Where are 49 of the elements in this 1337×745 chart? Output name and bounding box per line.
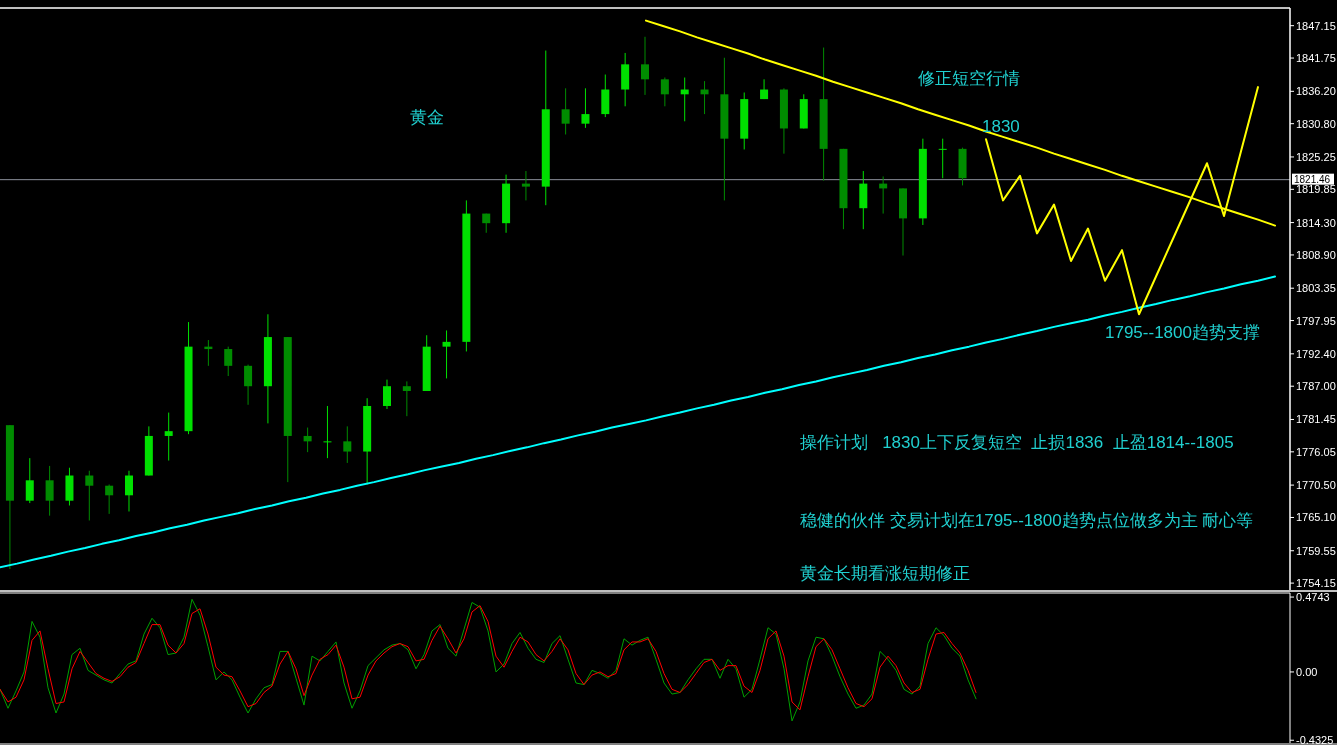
y-tick-label: 1819.85: [1296, 183, 1336, 196]
candlestick: [521, 170, 530, 201]
y-tick-label: -0.4325: [1296, 734, 1334, 745]
annotation: 1795--1800趋势支撑: [1105, 323, 1260, 342]
candlestick: [402, 380, 411, 417]
annotation: 黄金: [410, 108, 444, 127]
y-tick-label: 1754.15: [1296, 577, 1336, 590]
ref-line-label: 1821.46: [1294, 174, 1331, 186]
y-tick-label: 1776.05: [1296, 445, 1336, 458]
candlestick: [323, 405, 332, 459]
annotation: 黄金长期看涨短期修正: [800, 564, 970, 583]
candlestick: [105, 484, 114, 515]
y-tick-label: 1830.80: [1296, 117, 1336, 130]
candlestick: [561, 87, 570, 135]
y-tick-label: 0.4743: [1296, 591, 1330, 604]
candlestick: [45, 465, 54, 517]
candlestick: [85, 470, 94, 521]
candlestick: [442, 329, 451, 379]
y-tick-label: 1814.30: [1296, 216, 1336, 229]
candlestick: [660, 77, 669, 107]
y-tick-label: 1792.40: [1296, 347, 1336, 360]
annotation: 稳健的伙伴 交易计划在1795--1800趋势点位做多为主 耐心等: [800, 511, 1254, 530]
y-tick-label: 0.00: [1296, 665, 1318, 678]
y-tick-label: 1781.45: [1296, 413, 1336, 426]
y-tick-label: 1808.90: [1296, 248, 1336, 261]
y-tick-label: 1765.10: [1296, 511, 1336, 524]
candlestick: [383, 379, 391, 410]
annotation: 1830: [982, 117, 1020, 136]
y-tick-label: 1847.15: [1296, 19, 1336, 32]
y-tick-label: 1825.25: [1296, 150, 1336, 163]
y-tick-label: 1797.95: [1296, 314, 1336, 327]
y-tick-label: 1770.50: [1296, 479, 1336, 492]
candlestick: [343, 425, 352, 464]
candlestick: [303, 427, 312, 453]
y-tick-label: 1787.00: [1296, 380, 1336, 393]
candlestick: [581, 87, 590, 129]
y-tick-label: 1803.35: [1296, 282, 1336, 295]
candlestick: [224, 346, 233, 377]
y-tick-label: 1841.75: [1296, 52, 1336, 65]
y-tick-label: 1759.55: [1296, 544, 1336, 557]
candlestick: [641, 36, 649, 96]
candlestick: [938, 138, 947, 179]
candlestick: [164, 412, 173, 462]
candlestick: [244, 364, 253, 406]
candlestick: [25, 457, 34, 504]
annotation: 操作计划 1830上下反复短空 止损1836 止盈1814--1805: [800, 433, 1234, 452]
annotation: 修正短空行情: [918, 69, 1020, 88]
y-tick-label: 1836.20: [1296, 85, 1336, 98]
candlestick: [125, 470, 133, 512]
